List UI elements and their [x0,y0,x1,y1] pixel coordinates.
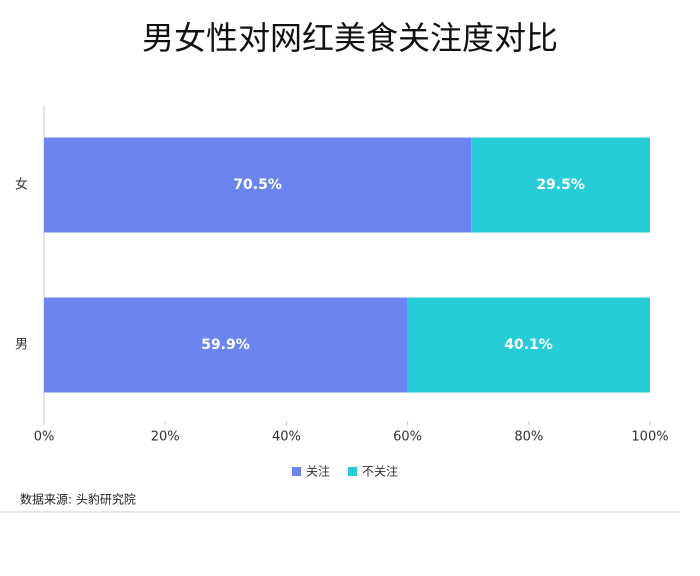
x-tick-label: 0% [34,430,55,445]
chart-title: 男女性对网红美食关注度对比 [142,19,558,57]
bar-segment [471,137,650,233]
x-tick-label: 20% [151,430,180,445]
value-label: 59.9% [201,337,250,353]
value-label: 40.1% [504,337,553,353]
bar-segment [44,297,407,393]
value-label: 29.5% [536,177,585,193]
bar-segment [406,297,650,393]
bar-segment [44,137,472,233]
x-tick-label: 40% [272,430,301,445]
value-label: 70.5% [233,177,282,193]
legend-label: 不关注 [362,464,398,479]
legend-marker [292,467,301,476]
legend-label: 关注 [306,464,330,479]
x-tick-label: 60% [393,430,422,445]
y-tick-label: 女 [15,177,28,193]
legend-marker [348,467,358,476]
x-tick-label: 100% [631,430,668,445]
x-tick-label: 80% [514,430,543,445]
y-tick-label: 男 [15,338,28,353]
source-note: 数据来源: 头豹研究院 [20,492,136,507]
